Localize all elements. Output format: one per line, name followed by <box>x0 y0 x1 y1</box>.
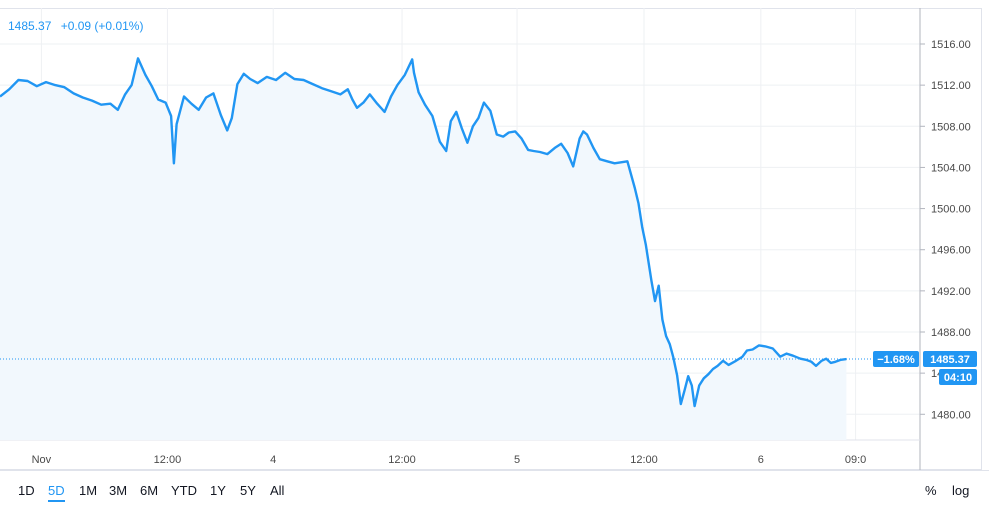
range-3m-button[interactable]: 3M <box>109 483 128 498</box>
y-tick-label: 1504.00 <box>931 162 971 174</box>
x-tick-label: 09:0 <box>845 454 866 466</box>
range-all-button[interactable]: All <box>270 483 285 498</box>
x-tick-label: 6 <box>758 454 764 466</box>
log-scale-toggle[interactable]: log <box>952 483 970 498</box>
current-price: 1485.37 <box>8 19 52 33</box>
price-change: +0.09 (+0.01%) <box>60 19 144 33</box>
last-price-text: 1485.37 <box>930 354 970 366</box>
range-5y-button[interactable]: 5Y <box>240 483 256 498</box>
y-tick-label: 1496.00 <box>931 245 971 257</box>
range-6m-button[interactable]: 6M <box>140 483 159 498</box>
y-tick-label: 1508.00 <box>931 121 971 133</box>
range-1y-button[interactable]: 1Y <box>210 483 226 498</box>
percent-scale-toggle[interactable]: % <box>925 483 937 498</box>
y-tick-label: 1512.00 <box>931 80 971 92</box>
y-tick-label: 1488.00 <box>931 327 971 339</box>
y-tick-label: 1492.00 <box>931 286 971 298</box>
price-area-fill <box>0 58 847 441</box>
chart-frame <box>0 8 982 470</box>
price-chart[interactable]: 1516.00 1512.00 1508.00 1504.00 1500.00 1496.… <box>0 8 989 470</box>
x-tick-label: 12:00 <box>388 454 416 466</box>
last-price-badge <box>923 351 977 368</box>
x-tick-label: 12:00 <box>630 454 658 466</box>
x-tick-label: 4 <box>270 454 276 466</box>
range-1m-button[interactable]: 1M <box>79 483 98 498</box>
countdown-text: 04:10 <box>944 372 972 384</box>
price-readout: 1485.37 +0.09 (+0.01%) <box>8 19 149 33</box>
x-tick-label: Nov <box>32 454 52 466</box>
range-ytd-button[interactable]: YTD <box>171 483 197 498</box>
y-tick-label: 1516.00 <box>931 39 971 51</box>
price-line <box>0 57 847 408</box>
change-pct-text: −1.68% <box>877 354 915 366</box>
x-tick-label: 12:00 <box>154 454 182 466</box>
y-tick-label: 1500.00 <box>931 204 971 216</box>
y-tick-label: 1480.00 <box>931 409 971 421</box>
time-range-toolbar: 1D 5D 1M 3M 6M YTD 1Y 5Y All % log <box>0 470 989 510</box>
x-tick-label: 5 <box>514 454 520 466</box>
countdown-badge <box>939 369 977 386</box>
range-1d-button[interactable]: 1D <box>18 483 35 498</box>
change-pct-badge <box>873 351 919 368</box>
range-5d-button[interactable]: 5D <box>48 483 65 502</box>
